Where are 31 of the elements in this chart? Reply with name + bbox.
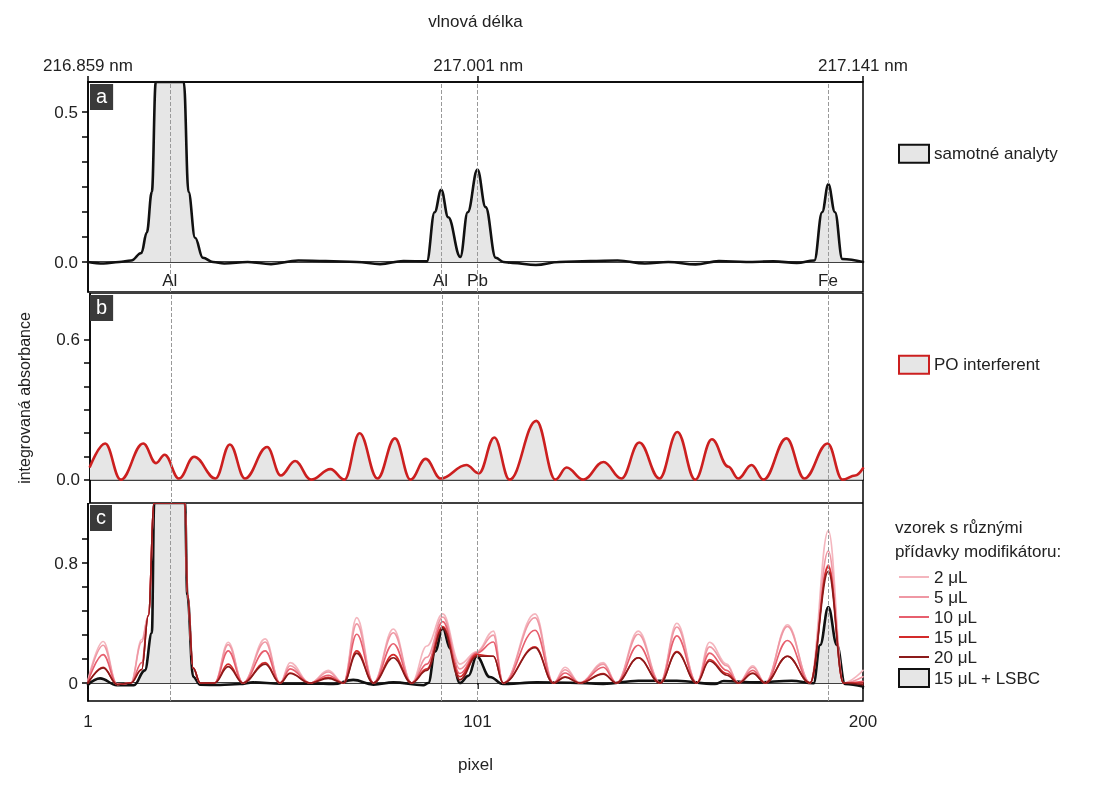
y-axis-title: integrovaná absorbance <box>15 312 33 484</box>
legend-label: 15 μL <box>934 627 977 647</box>
annotation: Pb <box>467 270 488 290</box>
annotation: Fe <box>818 270 838 290</box>
legend-label: 15 μL + LSBC <box>934 668 1041 688</box>
x2-tick-label: 216.859 nm <box>43 56 133 75</box>
x2-axis-title: vlnová délka <box>428 12 524 31</box>
legend-title: vzorek s různými přídavky modifikátoru: <box>895 517 1062 561</box>
x2-tick-label: 217.001 nm <box>433 56 524 75</box>
legend-label: 5 μL <box>934 587 968 607</box>
x-axis-title: pixel <box>458 755 493 774</box>
legend-label: PO interferent <box>934 355 1041 375</box>
x-tick-label: 200 <box>848 712 878 731</box>
y-tick-label: 0.8 <box>54 553 78 573</box>
x-tick-label: 101 <box>463 712 492 731</box>
y-tick-label: 0.6 <box>56 330 80 350</box>
legend-label: 10 μL <box>934 607 977 627</box>
annotation: b <box>96 296 108 318</box>
annotation: Al <box>432 270 449 290</box>
y-tick-label: 0 <box>68 673 78 693</box>
legend-label: 20 μL <box>934 647 977 667</box>
annotation: c <box>96 506 106 528</box>
annotation: Al <box>162 270 178 290</box>
x2-tick-label: 217.141 nm <box>818 56 908 75</box>
y-tick-label: 0.0 <box>54 252 78 272</box>
y-tick-label: 0.0 <box>56 470 80 490</box>
y-tick-label: 0.5 <box>54 102 78 122</box>
legend-label: samotné analyty <box>934 144 1059 164</box>
legend-label: 2 μL <box>934 567 968 587</box>
x-tick-label: 1 <box>83 712 93 731</box>
annotation: a <box>96 85 108 107</box>
